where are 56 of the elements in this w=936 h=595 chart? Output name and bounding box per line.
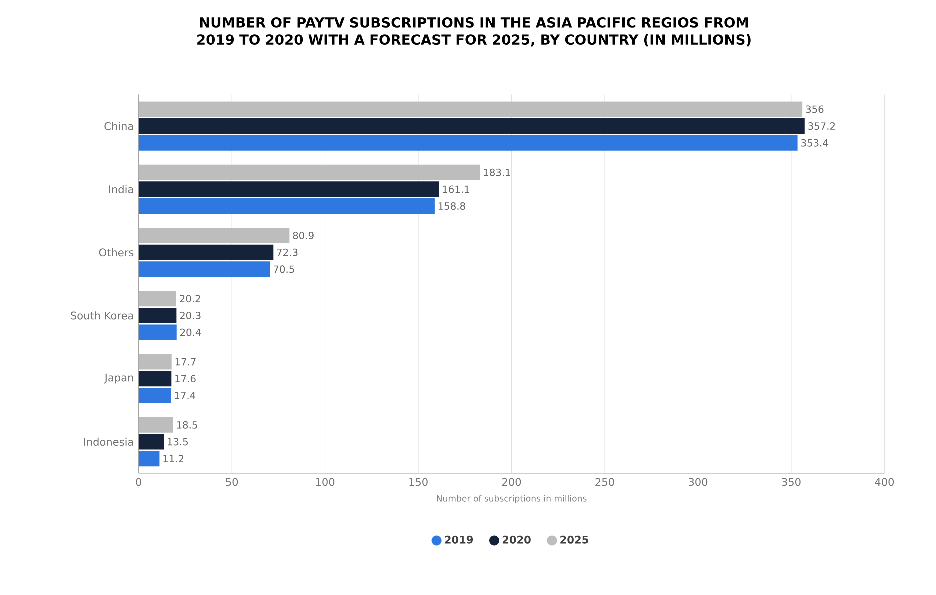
y-tick-label: Indonesia	[84, 438, 134, 446]
x-tick-label: 50	[226, 478, 238, 486]
x-tick-label: 300	[688, 478, 708, 486]
x-tick-label: 200	[502, 478, 522, 486]
bar	[138, 324, 177, 340]
bar	[138, 308, 177, 324]
legend-label: 2020	[502, 536, 531, 544]
bar	[138, 244, 274, 260]
y-tick-label: India	[109, 185, 134, 194]
y-tick-label: South Korea	[71, 312, 134, 320]
data-label: 20.2	[180, 295, 200, 303]
bar	[138, 262, 270, 278]
data-label: 17.4	[175, 392, 196, 400]
bar	[138, 228, 290, 244]
x-tick-label: 400	[875, 478, 894, 486]
bar	[138, 434, 164, 450]
x-tick-label: 350	[782, 478, 801, 486]
data-label: 70.5	[274, 266, 294, 274]
bar	[138, 182, 440, 198]
bar	[138, 388, 172, 404]
data-label: 356	[806, 106, 824, 114]
data-label: 357.2	[808, 122, 836, 130]
bar	[138, 164, 480, 180]
bar	[138, 371, 172, 387]
data-label: 13.5	[168, 438, 188, 446]
data-label: 80.9	[293, 232, 314, 240]
x-tick-label: 100	[316, 478, 335, 486]
bar	[138, 291, 176, 307]
data-label: 17.7	[176, 358, 196, 366]
data-label: 72.3	[277, 248, 298, 256]
bar	[138, 102, 803, 118]
x-tick-label: 0	[136, 478, 142, 486]
legend-label: 2019	[445, 536, 474, 544]
data-label: 17.6	[176, 375, 196, 383]
x-tick-label: 150	[410, 478, 428, 486]
bar	[138, 118, 805, 134]
chart-title: NUMBER OF PAYTV SUBSCRIPTIONS IN THE ASIA PACIFIC REGIOS FROM 2019 TO 2020 WITH A FORECAST FOR 2025, BY COUNTRY (IN MILLIONS)	[198, 18, 751, 47]
data-label: 183.1	[484, 168, 510, 176]
y-tick-label: China	[104, 122, 134, 130]
x-tick-label: 250	[596, 478, 614, 486]
y-tick-label: Japan	[104, 374, 134, 384]
data-label: 158.8	[438, 202, 466, 210]
x-axis-title: Number of subscriptions in millions	[437, 495, 587, 504]
data-label: 161.1	[443, 186, 470, 194]
bar	[138, 198, 435, 214]
data-label: 18.5	[177, 421, 198, 429]
y-tick-label: Others	[99, 248, 134, 257]
data-label: 20.3	[180, 312, 201, 320]
legend-label: 2025	[560, 536, 588, 544]
bar	[138, 451, 160, 467]
bar	[138, 354, 172, 370]
data-label: 11.2	[164, 455, 184, 463]
bar	[138, 417, 174, 433]
bar	[138, 135, 798, 151]
data-label: 353.4	[801, 139, 828, 147]
data-label: 20.4	[180, 328, 202, 336]
